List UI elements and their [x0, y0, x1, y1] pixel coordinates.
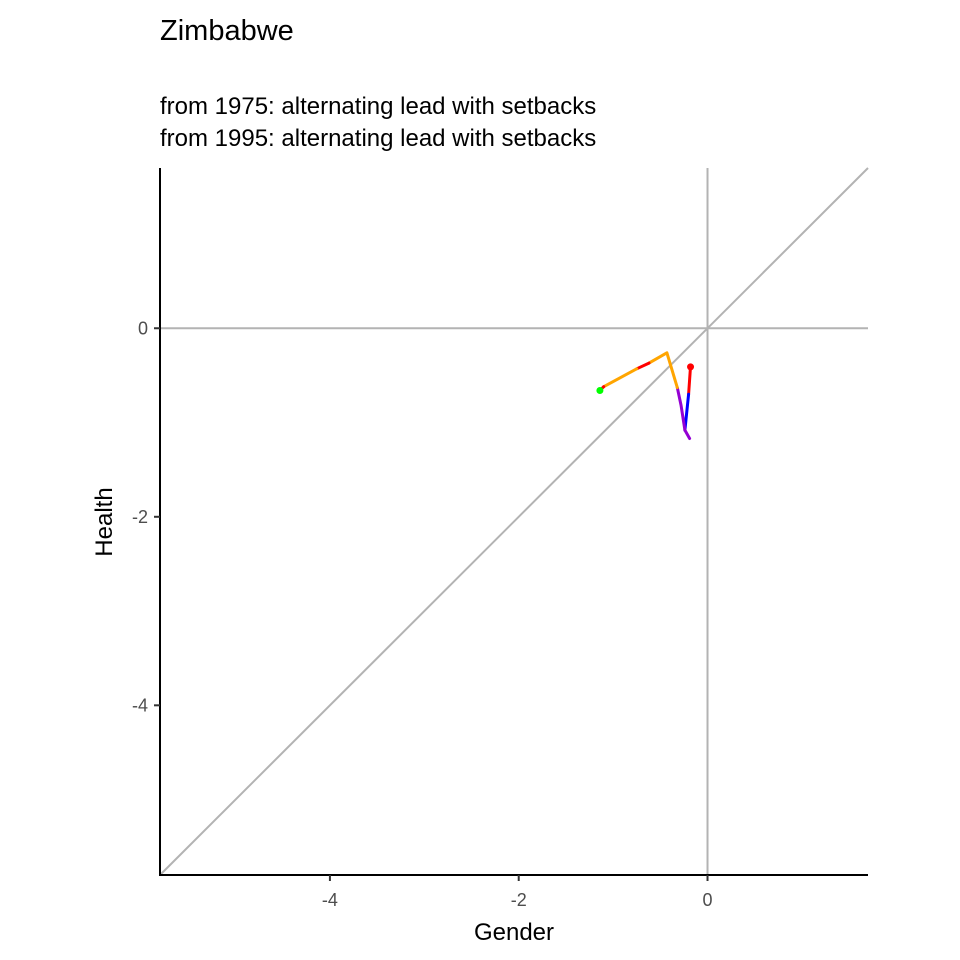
diagonal-line	[159, 167, 869, 876]
end-point	[687, 363, 695, 371]
chart-title: Zimbabwe	[160, 15, 294, 47]
trajectory-segment	[602, 367, 639, 389]
start-point	[596, 386, 604, 394]
trajectory-segment	[683, 392, 691, 432]
trajectory-segment	[687, 365, 692, 396]
chart-subtitle-line-1: from 1975: alternating lead with setback…	[160, 93, 596, 120]
x-axis-title: Gender	[474, 919, 554, 946]
ticks: -4 -2 0 -4 -2 0	[132, 318, 713, 910]
axes	[159, 168, 868, 876]
y-tick-label: -4	[132, 695, 148, 715]
reference-lines	[159, 167, 869, 876]
trajectory-segment	[635, 361, 651, 371]
x-tick-label: 0	[703, 890, 713, 910]
chart-subtitle-line-2: from 1995: alternating lead with setback…	[160, 125, 596, 152]
y-axis-title: Health	[91, 487, 118, 556]
y-tick-label: -2	[132, 507, 148, 527]
endpoint-markers	[596, 363, 695, 394]
y-tick-label: 0	[138, 318, 148, 338]
x-tick-label: -4	[322, 890, 338, 910]
trajectory-segment	[675, 386, 687, 432]
trajectory-segment	[683, 428, 692, 440]
trajectory	[598, 351, 692, 440]
trajectory-segment	[647, 351, 679, 390]
x-tick-label: -2	[511, 890, 527, 910]
